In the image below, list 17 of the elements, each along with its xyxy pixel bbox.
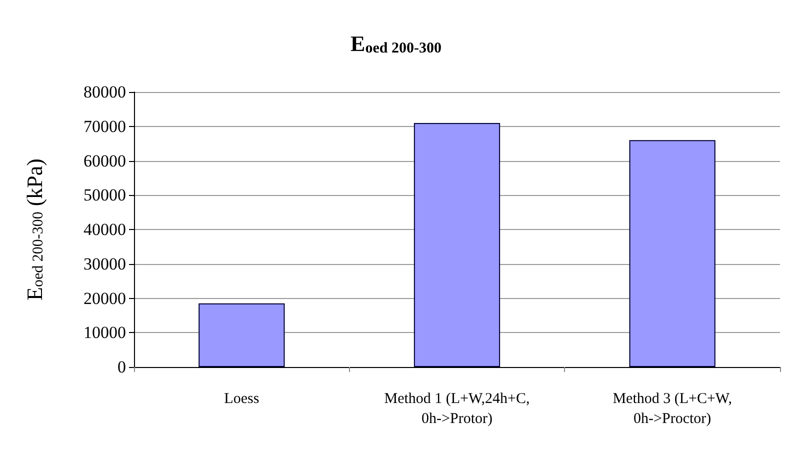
x-tick-label: Loess [224, 391, 260, 407]
y-tick-label: 0 [118, 358, 126, 376]
y-tick-label: 80000 [84, 82, 126, 102]
y-tick-label: 20000 [84, 288, 126, 308]
x-tick-label: Method 1 (L+W,24h+C,0h->Protor) [384, 391, 530, 427]
bar [198, 303, 285, 367]
bar [629, 140, 716, 367]
y-tick-label: 40000 [84, 220, 126, 239]
y-tick-label: 50000 [84, 186, 126, 205]
bar [414, 122, 500, 367]
y-tick-label: 10000 [84, 323, 126, 342]
y-tick-label: 70000 [84, 116, 126, 136]
chart-title: Eoed 200-300 [350, 31, 442, 56]
y-axis-title: Eoed 200-300 (kPa) [22, 158, 47, 301]
y-tick-label: 30000 [84, 254, 126, 274]
x-tick-label: Method 3 (L+C+W,0h->Proctor) [612, 391, 732, 427]
y-tick-label: 60000 [84, 151, 126, 170]
